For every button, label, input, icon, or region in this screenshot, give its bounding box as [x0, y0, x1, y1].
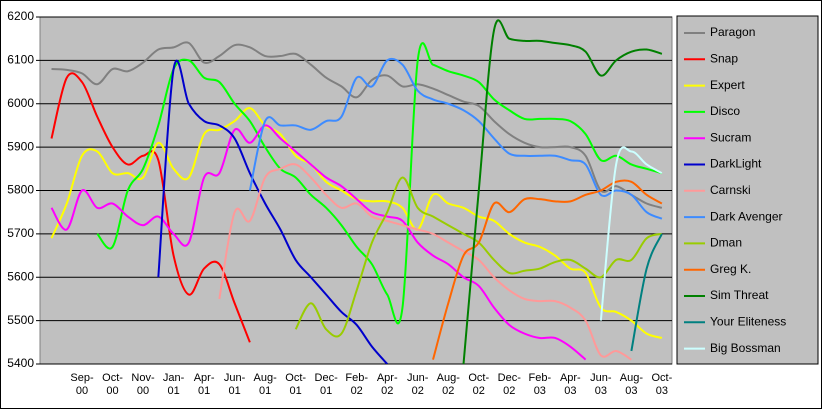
- x-tick-label: Aug-03: [619, 372, 643, 397]
- legend-label: Sim Threat: [710, 288, 769, 302]
- y-tick-label: 5600: [7, 269, 34, 283]
- y-tick-label: 5400: [7, 356, 34, 370]
- x-tick-label: Oct-01: [285, 372, 307, 397]
- y-tick-label: 6000: [7, 96, 34, 110]
- series-line: [96, 42, 663, 325]
- legend-label: Your Eliteness: [710, 314, 786, 328]
- series-line: [218, 163, 632, 361]
- x-tick-label: Sep-00: [70, 372, 94, 397]
- legend-label: Paragon: [710, 25, 755, 39]
- x-tick-label: Apr-03: [559, 372, 581, 397]
- x-tick-label: Feb-02: [345, 372, 368, 397]
- x-tick-label: Oct-02: [468, 372, 490, 397]
- x-tick-label: Feb-03: [528, 372, 552, 397]
- series-line: [630, 233, 663, 352]
- legend-label: Expert: [710, 78, 745, 92]
- legend-label: Carnski: [710, 183, 751, 197]
- x-tick-label: Jun-01: [223, 372, 246, 397]
- series-line: [157, 59, 388, 364]
- x-tick-label: Dec-01: [314, 372, 338, 397]
- x-tick-label: Apr-02: [376, 372, 398, 397]
- y-tick-label: 5500: [7, 313, 34, 327]
- x-tick-label: Aug-02: [436, 372, 460, 397]
- y-tick-label: 5700: [7, 226, 34, 240]
- legend-label: Sucram: [710, 130, 751, 144]
- legend-label: Dman: [710, 236, 742, 250]
- y-tick-label: 6100: [7, 53, 34, 67]
- series-line: [50, 124, 587, 361]
- x-tick-label: Oct-03: [651, 372, 673, 397]
- legend-label: Disco: [710, 104, 740, 118]
- legend-label: Dark Avenger: [710, 209, 783, 223]
- y-tick-label: 5800: [7, 183, 34, 197]
- series-line: [462, 19, 663, 364]
- legend-label: Greg K.: [710, 262, 751, 276]
- x-tick-label: Nov-00: [131, 372, 155, 397]
- y-tick-label: 5900: [7, 139, 34, 153]
- series-line: [248, 57, 663, 220]
- x-tick-label: Oct-00: [102, 372, 123, 397]
- y-tick-label: 6200: [7, 9, 34, 23]
- x-tick-label: Jun-03: [590, 372, 612, 397]
- legend-label: Big Bossman: [710, 341, 781, 355]
- series-line: [599, 146, 663, 321]
- x-tick-label: Apr-01: [193, 372, 215, 397]
- legend-label: DarkLight: [710, 157, 762, 171]
- x-tick-label: Jun-02: [407, 372, 429, 397]
- x-tick-label: Jan-01: [162, 372, 185, 397]
- x-tick-label: Aug-01: [253, 372, 277, 397]
- x-tick-label: Dec-02: [497, 372, 521, 397]
- legend-label: Snap: [710, 51, 738, 65]
- series-line: [432, 179, 663, 360]
- series-line: [51, 41, 663, 209]
